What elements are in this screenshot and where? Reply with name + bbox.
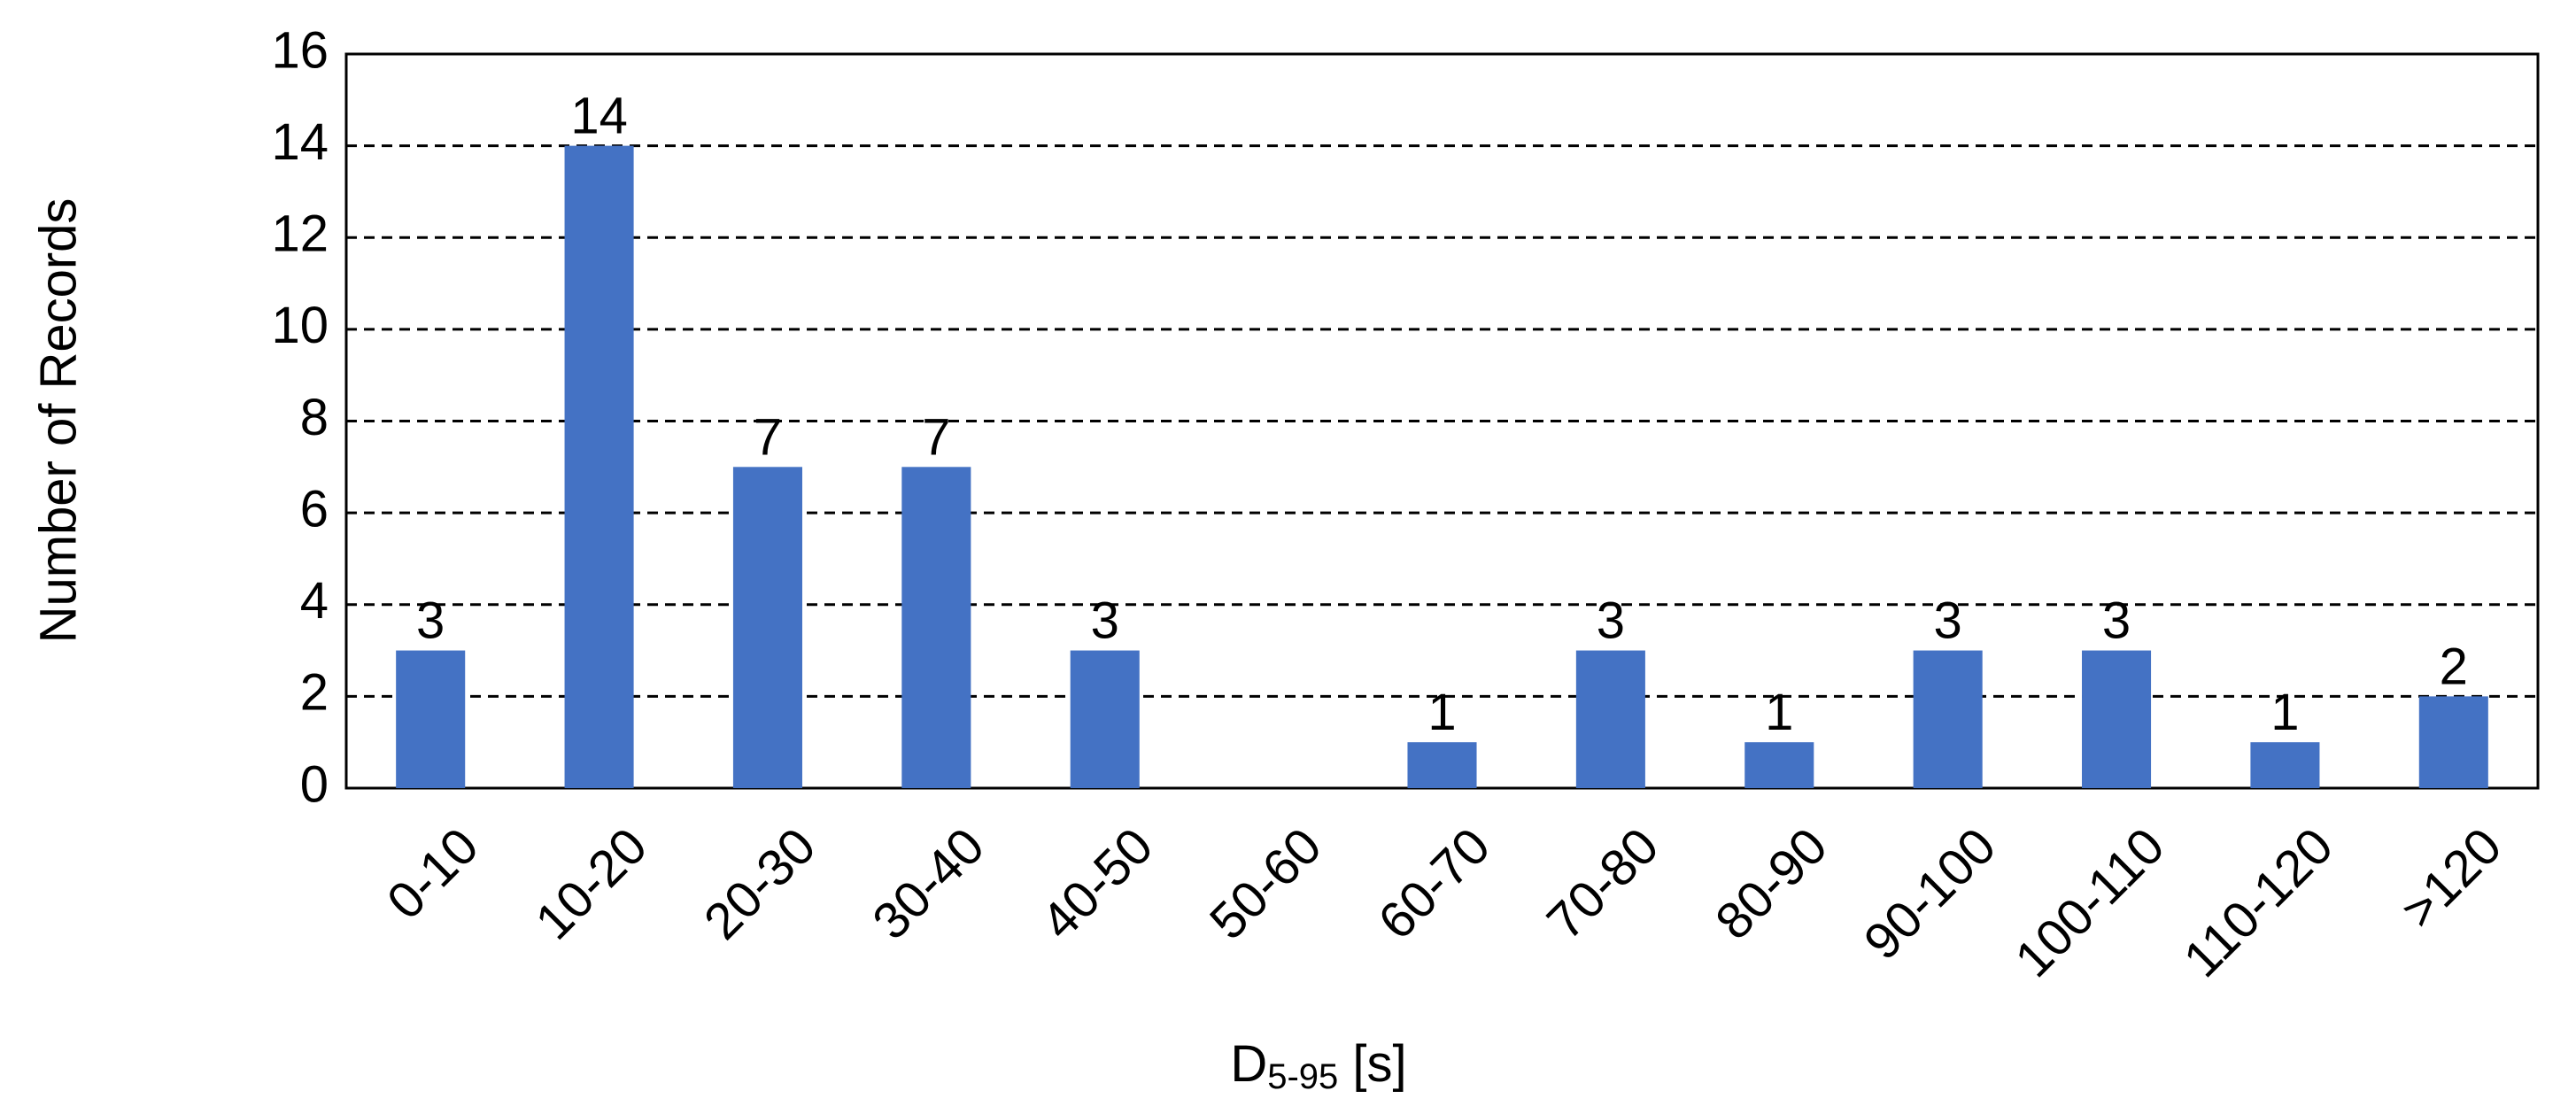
data-label: 1 [2270,684,2299,741]
bar [1913,650,1983,788]
data-label: 3 [1934,592,1962,650]
y-tick-label: 2 [300,664,329,722]
x-tick-label: 90-100 [1853,817,2007,971]
data-label: 2 [2440,638,2468,695]
data-label: 3 [2102,592,2131,650]
x-tick-label: 80-90 [1705,817,1838,951]
bar [1575,650,1645,788]
y-tick-label: 0 [300,755,329,813]
bar [901,467,971,788]
data-label: 1 [1765,684,1793,741]
x-tick-label: 110-120 [2173,817,2344,988]
data-label: 3 [1597,592,1625,650]
y-tick-label: 4 [300,572,329,630]
y-tick-label: 10 [271,297,329,354]
x-label-subscript: 5-95 [1267,1057,1338,1096]
bar [2250,742,2320,788]
y-tick-label: 14 [271,113,329,171]
x-tick-label: 10-20 [524,817,658,951]
x-tick-label: 0-10 [376,817,490,931]
y-tick-label: 6 [300,480,329,538]
x-label-suffix: [s] [1338,1035,1406,1093]
x-tick-label: 60-70 [1367,817,1501,951]
bar [732,467,802,788]
data-label: 3 [416,592,445,650]
x-label-main: D [1230,1035,1267,1093]
bar [1407,742,1477,788]
bar [2082,650,2152,788]
bar [1070,650,1140,788]
data-label: 7 [922,408,950,466]
x-tick-label: 40-50 [1030,817,1164,951]
data-label: 7 [754,408,782,466]
x-tick-label: >120 [2390,817,2512,940]
x-axis-label: D5-95 [s] [1230,1035,1406,1095]
y-tick-label: 16 [271,21,329,79]
bar [1744,742,1814,788]
y-tick-label: 12 [271,205,329,263]
x-tick-label: 20-30 [693,817,827,951]
bar [2418,696,2488,788]
data-label: 3 [1091,592,1119,650]
x-tick-label: 30-40 [862,817,995,951]
y-axis-label: Number of Records [29,198,87,644]
data-label: 14 [570,88,628,145]
y-tick-label: 8 [300,389,329,446]
x-tick-label: 100-110 [2004,817,2175,988]
x-tick-label: 50-60 [1199,817,1333,951]
bar [564,145,634,788]
bar [396,650,466,788]
data-label: 1 [1427,684,1456,741]
x-tick-label: 70-80 [1536,817,1670,951]
